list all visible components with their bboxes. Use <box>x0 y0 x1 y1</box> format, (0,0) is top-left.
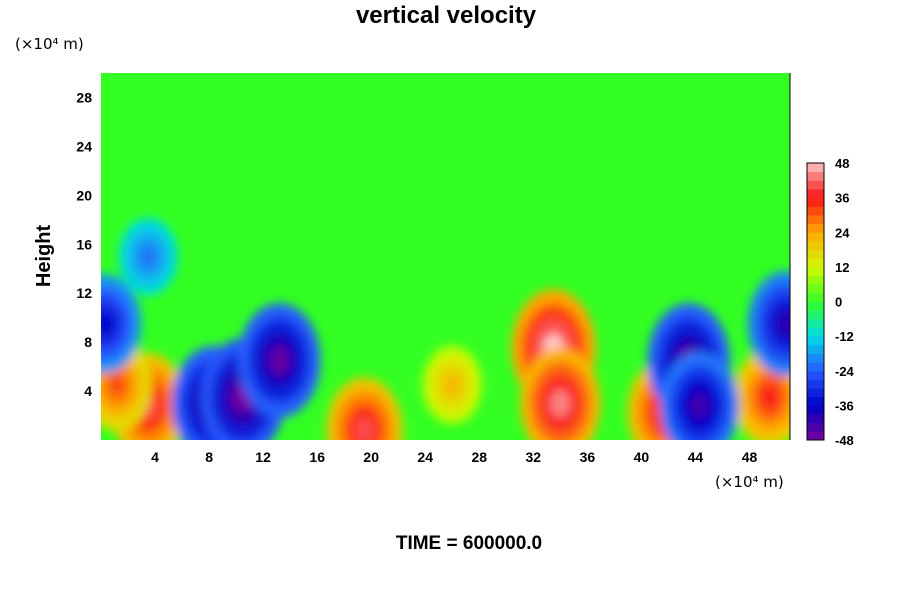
colorbar-band <box>807 370 824 380</box>
colorbar-band <box>807 232 824 242</box>
colorbar-tick-label: -24 <box>835 364 855 379</box>
colorbar-band <box>807 362 824 372</box>
field-feature-15 <box>140 246 156 267</box>
colorbar-band <box>807 163 824 173</box>
colorbar-band <box>807 197 824 207</box>
colorbar-band <box>807 388 824 398</box>
x-tick-label: 12 <box>255 449 271 465</box>
colorbar-tick-label: 48 <box>835 156 849 171</box>
x-tick-label: 4 <box>151 449 159 465</box>
y-unit-label: (×10⁴ m) <box>15 35 84 53</box>
colorbar-band <box>807 284 824 294</box>
colorbar-band <box>807 171 824 181</box>
colorbar-band <box>807 431 824 441</box>
y-tick-label: 4 <box>84 383 92 399</box>
chart-title: vertical velocity <box>356 2 537 29</box>
colorbar-band <box>807 318 824 328</box>
time-label: TIME = 600000.0 <box>396 533 542 554</box>
y-axis-label: Height <box>33 225 55 288</box>
y-tick-label: 20 <box>76 187 92 203</box>
field-feature-4 <box>108 373 126 397</box>
y-tick-label: 16 <box>76 236 92 252</box>
field-feature-5 <box>760 384 779 410</box>
velocity-field <box>101 217 790 440</box>
colorbar-tick-label: 0 <box>835 295 842 310</box>
colorbar-band <box>807 344 824 354</box>
colorbar-band <box>807 240 824 251</box>
colorbar-tick-label: 36 <box>835 191 849 206</box>
colorbar-band <box>807 188 824 199</box>
colorbar-band <box>807 292 824 302</box>
y-tick-label: 24 <box>76 138 92 154</box>
x-tick-label: 20 <box>363 449 379 465</box>
x-unit-label: (×10⁴ m) <box>715 473 784 491</box>
colorbar-band <box>807 266 824 277</box>
colorbar-band <box>807 405 824 415</box>
x-tick-label: 8 <box>205 449 213 465</box>
colorbar-tick-label: -48 <box>835 433 854 448</box>
plot-area <box>101 73 791 440</box>
colorbar-band <box>807 336 824 346</box>
x-tick-label: 24 <box>417 449 433 465</box>
field-feature-2 <box>444 375 460 395</box>
y-tick-label: 28 <box>76 90 92 106</box>
colorbar-tick-label: -36 <box>835 398 854 413</box>
colorbar-band <box>807 258 824 268</box>
x-axis-ticks: 4 8 12 16 20 24 28 32 36 40 44 48 <box>151 449 757 465</box>
colorbar-band <box>807 249 824 259</box>
colorbar-band <box>807 275 824 285</box>
colorbar-band <box>807 206 824 216</box>
colorbar-band <box>807 327 824 337</box>
field-blobs <box>101 217 790 440</box>
colorbar: 48 36 24 12 0 -12 -24 -36 -48 <box>806 156 855 448</box>
colorbar-band <box>807 379 824 389</box>
colorbar-band <box>807 180 824 190</box>
colorbar-band <box>807 214 824 225</box>
field-feature-12 <box>689 392 710 420</box>
colorbar-frame <box>806 162 825 441</box>
colorbar-band <box>807 353 824 363</box>
colorbar-tick-label: 24 <box>835 225 850 240</box>
x-tick-label: 40 <box>634 449 650 465</box>
x-tick-label: 28 <box>472 449 488 465</box>
y-axis-ticks: 4 8 12 16 20 24 28 <box>76 90 92 400</box>
field-feature-13 <box>776 310 790 337</box>
colorbar-band <box>807 310 824 320</box>
field-feature-1 <box>550 389 571 418</box>
x-tick-label: 36 <box>580 449 596 465</box>
x-tick-label: 48 <box>742 449 758 465</box>
colorbar-band <box>807 396 824 406</box>
colorbar-band <box>807 422 824 432</box>
x-tick-label: 32 <box>526 449 542 465</box>
y-tick-label: 12 <box>76 285 92 301</box>
field-feature-10 <box>269 346 290 375</box>
colorbar-tick-label: 12 <box>835 260 849 275</box>
x-tick-label: 44 <box>688 449 704 465</box>
field-feature-7 <box>354 417 375 440</box>
field-feature-14 <box>101 311 115 337</box>
y-tick-label: 8 <box>84 334 92 350</box>
x-tick-label: 16 <box>309 449 325 465</box>
colorbar-tick-label: -12 <box>835 329 854 344</box>
colorbar-band <box>807 414 824 424</box>
colorbar-band <box>807 301 824 311</box>
colorbar-band <box>807 223 824 233</box>
